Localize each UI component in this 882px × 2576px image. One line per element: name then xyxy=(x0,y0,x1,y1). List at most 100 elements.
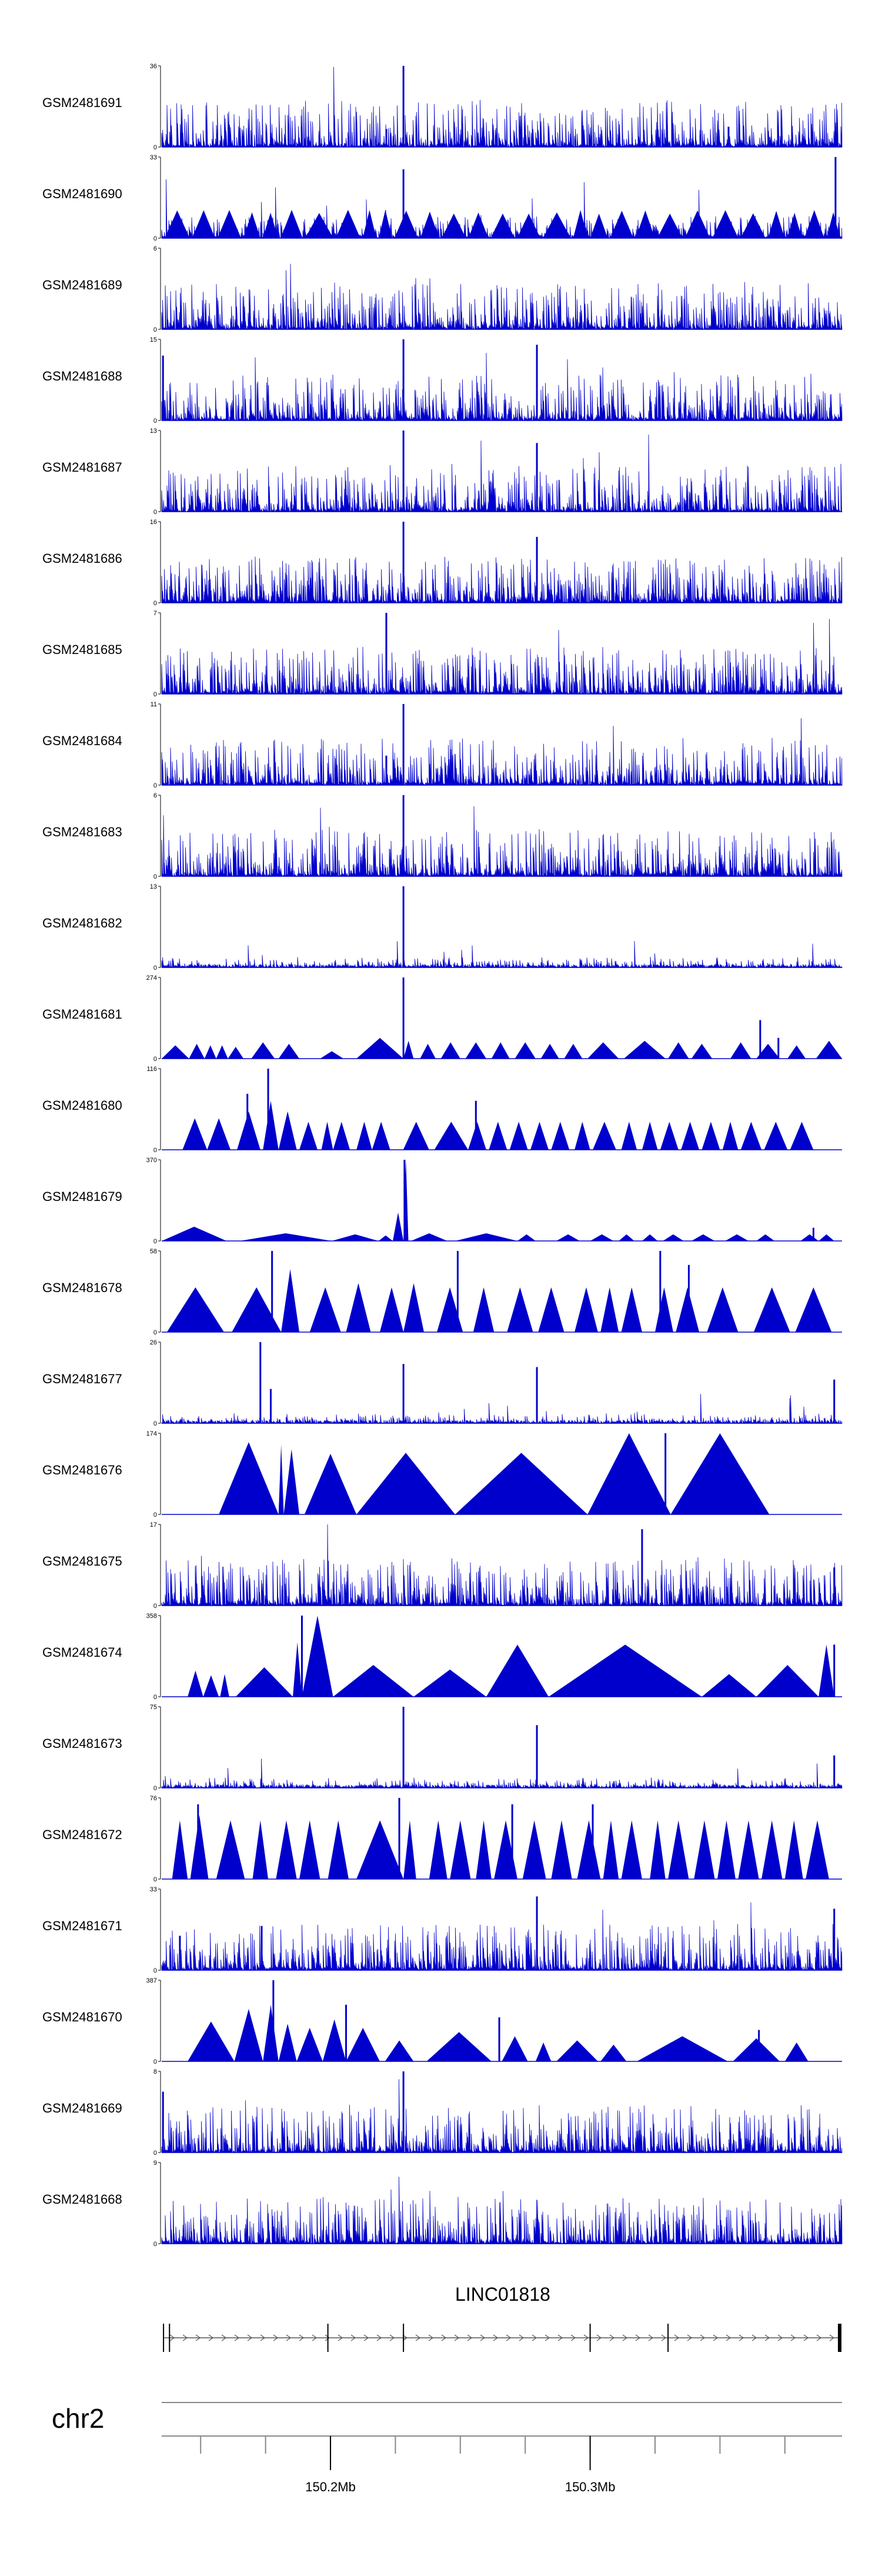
coverage-triangle xyxy=(263,2004,279,2061)
gene-track: LINC01818 xyxy=(163,2284,842,2352)
track-GSM2481681: GSM2481681 274 0 xyxy=(42,975,842,1063)
coverage-triangle xyxy=(378,1235,393,1241)
track-GSM2481686: GSM2481686 16 0 xyxy=(42,519,843,607)
strand-arrow xyxy=(816,2334,822,2341)
coverage-triangle xyxy=(455,1453,588,1514)
coverage-peak xyxy=(402,2071,405,2153)
strand-arrow xyxy=(467,2334,473,2341)
coverage-triangle xyxy=(509,1122,528,1150)
strand-arrow xyxy=(325,2334,330,2341)
coverage-triangle xyxy=(725,1234,749,1241)
coverage-triangle xyxy=(217,210,242,238)
coverage-triangle xyxy=(278,1444,284,1514)
track-label: GSM2481686 xyxy=(42,551,122,566)
coverage-triangle xyxy=(235,1667,293,1697)
coverage-peak xyxy=(385,613,387,694)
strand-arrow xyxy=(195,2334,201,2341)
strand-arrow xyxy=(687,2334,693,2341)
coverage-peak xyxy=(664,1433,667,1514)
coverage-peak xyxy=(833,1379,836,1423)
y-min-label: 0 xyxy=(153,1603,157,1610)
coverage-peak xyxy=(536,536,538,603)
track-label: GSM2481688 xyxy=(42,369,122,383)
coverage-triangle xyxy=(426,2032,492,2061)
gene-exon xyxy=(838,2324,842,2352)
coverage-area xyxy=(161,2177,843,2245)
gene-label: LINC01818 xyxy=(455,2284,550,2305)
coverage-triangle xyxy=(216,1045,228,1059)
coverage-triangle xyxy=(600,2044,627,2061)
strand-arrow xyxy=(544,2334,550,2341)
coverage-triangle xyxy=(593,1122,616,1150)
coverage-peak xyxy=(498,2017,500,2061)
coverage-triangle xyxy=(276,1820,297,1879)
strand-arrow xyxy=(570,2334,576,2341)
coverage-peak xyxy=(402,704,405,785)
coverage-triangle xyxy=(574,1287,598,1332)
coverage-area xyxy=(161,619,843,695)
track-GSM2481671: GSM2481671 33 0 xyxy=(42,1886,843,1974)
coverage-triangle xyxy=(192,210,215,238)
y-min-label: 0 xyxy=(153,1967,157,1974)
strand-arrow xyxy=(609,2334,615,2341)
coverage-triangle xyxy=(756,1234,775,1241)
coverage-triangle xyxy=(252,1820,269,1879)
track-GSM2481675: GSM2481675 17 0 xyxy=(42,1521,843,1610)
track-label: GSM2481668 xyxy=(42,2192,122,2207)
y-min-label: 0 xyxy=(153,326,157,333)
coverage-triangle xyxy=(551,1820,572,1879)
track-GSM2481668: GSM2481668 9 0 xyxy=(42,2160,843,2248)
coverage-triangle xyxy=(239,1233,332,1241)
coverage-peak xyxy=(833,1755,836,1788)
coverage-triangle xyxy=(220,1674,229,1697)
track-GSM2481678: GSM2481678 58 0 xyxy=(42,1248,842,1336)
y-min-label: 0 xyxy=(153,1694,157,1701)
coverage-triangle xyxy=(790,1122,814,1150)
coverage-triangle xyxy=(494,1820,517,1879)
coverage-area xyxy=(161,1394,843,1424)
coverage-triangle xyxy=(237,1111,260,1150)
coverage-triangle xyxy=(234,2008,263,2061)
track-GSM2481674: GSM2481674 358 0 xyxy=(42,1613,842,1701)
gene-exon xyxy=(403,2324,405,2352)
track-label: GSM2481679 xyxy=(42,1189,122,1204)
coverage-triangle xyxy=(228,1046,244,1059)
coverage-triangle xyxy=(356,1122,372,1150)
track-label: GSM2481671 xyxy=(42,1918,122,1933)
coverage-area xyxy=(161,2079,843,2154)
coverage-area xyxy=(161,1759,843,1789)
coverage-triangle xyxy=(322,2019,346,2061)
strand-arrow xyxy=(739,2334,744,2341)
y-max-label: 387 xyxy=(146,1977,157,1984)
y-min-label: 0 xyxy=(153,1147,157,1154)
coverage-triangle xyxy=(543,212,571,238)
coverage-peak xyxy=(402,1364,405,1423)
coverage-triangle xyxy=(621,1122,637,1150)
coverage-triangle xyxy=(530,1122,549,1150)
coverage-triangle xyxy=(738,1820,759,1879)
coverage-peak xyxy=(271,1251,273,1332)
track-GSM2481676: GSM2481676 174 0 xyxy=(42,1430,842,1519)
track-GSM2481680: GSM2481680 116 0 xyxy=(42,1066,842,1154)
coverage-triangle xyxy=(701,1122,720,1150)
track-GSM2481669: GSM2481669 8 0 xyxy=(42,2068,843,2157)
axis-tick-label: 150.2Mb xyxy=(305,2480,356,2494)
coverage-peak xyxy=(402,431,405,512)
coverage-triangle xyxy=(660,1122,679,1150)
coverage-triangle xyxy=(293,1642,302,1697)
coverage-peak xyxy=(511,1804,513,1879)
strand-arrow xyxy=(635,2334,641,2341)
coverage-triangle xyxy=(420,1043,436,1059)
coverage-triangle xyxy=(587,1042,619,1059)
y-max-label: 11 xyxy=(151,701,157,708)
coverage-triangle xyxy=(283,1449,300,1514)
strand-arrow xyxy=(312,2334,318,2341)
track-label: GSM2481682 xyxy=(42,916,122,930)
coverage-triangle xyxy=(556,1234,580,1241)
coverage-triangle xyxy=(733,2038,780,2061)
y-min-label: 0 xyxy=(153,235,157,242)
coverage-peak xyxy=(402,522,405,603)
track-label: GSM2481691 xyxy=(42,95,122,110)
coverage-peak xyxy=(687,1264,690,1332)
coverage-triangle xyxy=(403,1040,414,1059)
